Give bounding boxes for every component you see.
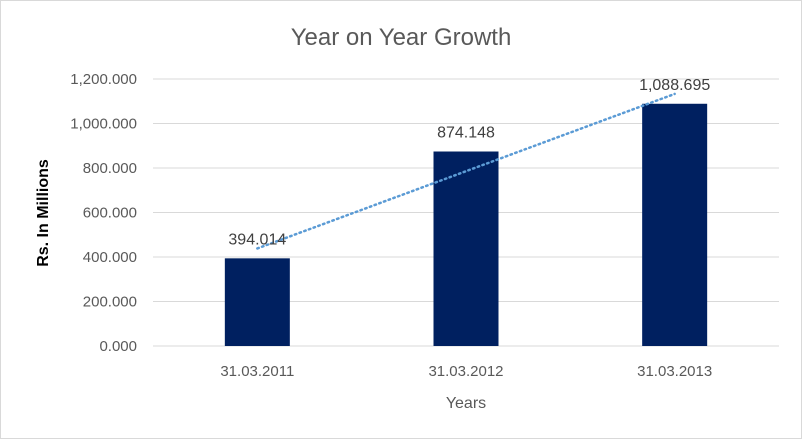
bar	[433, 151, 499, 346]
x-tick-label: 31.03.2013	[637, 363, 712, 380]
data-label: 1,088.695	[639, 77, 710, 94]
x-tick-label: 31.03.2012	[428, 363, 503, 380]
x-axis-ticks: 31.03.2011 31.03.2012 31.03.2013	[220, 363, 712, 380]
y-tick-label: 200.000	[83, 294, 137, 311]
trendline	[256, 92, 676, 250]
y-tick-label: 600.000	[83, 205, 137, 222]
bars	[224, 103, 708, 346]
y-tick-label: 1,200.000	[70, 71, 137, 88]
y-axis-ticks: 0.000 200.000 400.000 600.000 800.000 1,000.0…	[70, 71, 137, 355]
chart-title: Year on Year Growth	[291, 24, 512, 51]
x-axis-label: Years	[446, 395, 486, 412]
y-tick-label: 1,000.000	[70, 116, 137, 133]
x-tick-label: 31.03.2011	[220, 363, 294, 380]
data-labels: 394.014 874.148 1,088.695	[228, 77, 710, 249]
bar	[642, 103, 708, 346]
y-axis-label: Rs. In Millions	[35, 159, 52, 267]
bar	[224, 258, 290, 346]
trendline-group	[256, 92, 676, 250]
y-tick-label: 800.000	[83, 160, 137, 177]
data-label: 394.014	[228, 231, 286, 248]
y-tick-label: 400.000	[83, 249, 137, 266]
y-tick-label: 0.000	[99, 338, 137, 355]
data-label: 874.148	[437, 125, 495, 142]
